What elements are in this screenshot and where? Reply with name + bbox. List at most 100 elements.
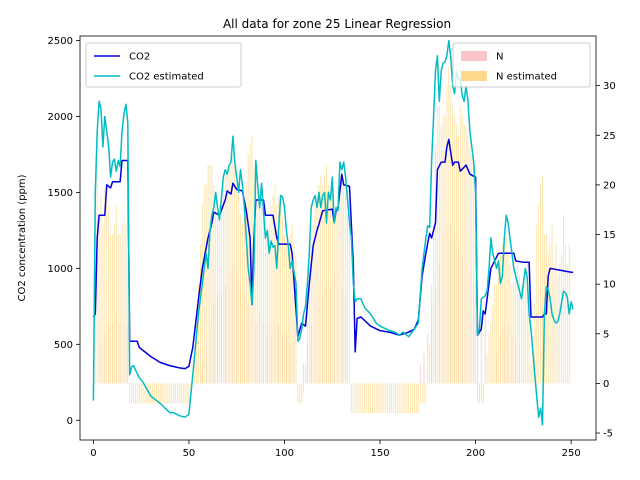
bar (333, 214, 335, 384)
y2-tick-label: 15 (603, 230, 616, 241)
bar (249, 145, 251, 384)
bar (521, 284, 522, 384)
bar (339, 184, 341, 384)
bar (391, 383, 392, 414)
legend-label: CO2 (129, 52, 150, 63)
bar (268, 224, 270, 384)
bar (215, 204, 217, 384)
bar (155, 383, 157, 404)
plot-area (92, 39, 574, 426)
bar (440, 125, 442, 384)
bar (299, 383, 301, 404)
x-tick-label: 0 (90, 448, 96, 459)
bar (452, 105, 454, 384)
bar (412, 383, 413, 414)
bar (186, 383, 188, 404)
bar (266, 234, 268, 384)
bar (459, 105, 461, 384)
bar (345, 194, 347, 384)
bar (559, 264, 561, 384)
bar (471, 155, 473, 384)
bar (469, 145, 471, 384)
bar (301, 383, 303, 404)
bar (207, 165, 209, 384)
bar (433, 224, 435, 384)
bar (499, 254, 501, 384)
bar (157, 383, 159, 404)
bar (108, 204, 110, 384)
y-tick-label: 1500 (48, 188, 73, 199)
bar (482, 383, 484, 404)
bar (553, 264, 555, 384)
bar (398, 383, 400, 414)
y2-tick-label: 5 (603, 329, 609, 340)
bar (350, 383, 352, 414)
bar (240, 214, 241, 384)
bar (165, 383, 167, 404)
bar (505, 234, 507, 384)
bar (461, 115, 463, 384)
bar (303, 383, 305, 394)
bar (280, 194, 282, 384)
bar (454, 115, 456, 384)
bar (289, 234, 291, 384)
bar (270, 204, 272, 384)
bar (320, 174, 322, 384)
bar (366, 383, 368, 414)
bar (358, 383, 360, 414)
bar (477, 383, 478, 404)
bar (373, 383, 375, 414)
bar (475, 184, 477, 384)
bar (536, 224, 538, 384)
bar (352, 383, 354, 414)
bar (211, 165, 213, 384)
bar (368, 383, 370, 414)
bar (360, 383, 362, 414)
y-axis-label: CO2 concentration (ppm) (17, 174, 28, 301)
bar (245, 184, 247, 384)
bar (507, 254, 509, 384)
bar (209, 165, 211, 384)
axes: 0 50 100 150 200 25005001000150020002500-5051… (48, 36, 616, 459)
bar (167, 383, 169, 404)
legend-label: N estimated (496, 72, 557, 83)
bar (509, 264, 511, 384)
bar (511, 284, 513, 384)
bar (524, 274, 526, 384)
bar (392, 383, 394, 414)
bar (540, 184, 542, 384)
bar (425, 383, 427, 404)
bar (478, 383, 480, 404)
legend-label: CO2 estimated (129, 72, 204, 83)
bar (222, 184, 224, 384)
bar (377, 383, 379, 414)
bar (370, 383, 371, 414)
bar (291, 224, 293, 384)
bar (131, 383, 133, 404)
bar (498, 264, 499, 384)
bar (364, 383, 366, 414)
bar (337, 194, 339, 384)
bar (228, 165, 230, 384)
bar (446, 85, 448, 384)
bar (182, 383, 184, 404)
bar (442, 115, 444, 384)
bar (134, 383, 136, 404)
bar (316, 204, 318, 384)
bar (383, 383, 385, 414)
bar-series-n-estimated (94, 65, 570, 414)
x-tick-label: 250 (562, 448, 581, 459)
bar (396, 383, 398, 414)
bar (480, 383, 482, 404)
bar (243, 204, 245, 384)
bar (123, 214, 125, 384)
bar (217, 214, 219, 384)
bar (203, 184, 205, 384)
bar (171, 383, 173, 404)
bar (188, 383, 190, 404)
bar (297, 383, 299, 404)
y-tick-label: 500 (54, 340, 73, 351)
bar (119, 234, 121, 384)
bar (236, 184, 238, 384)
